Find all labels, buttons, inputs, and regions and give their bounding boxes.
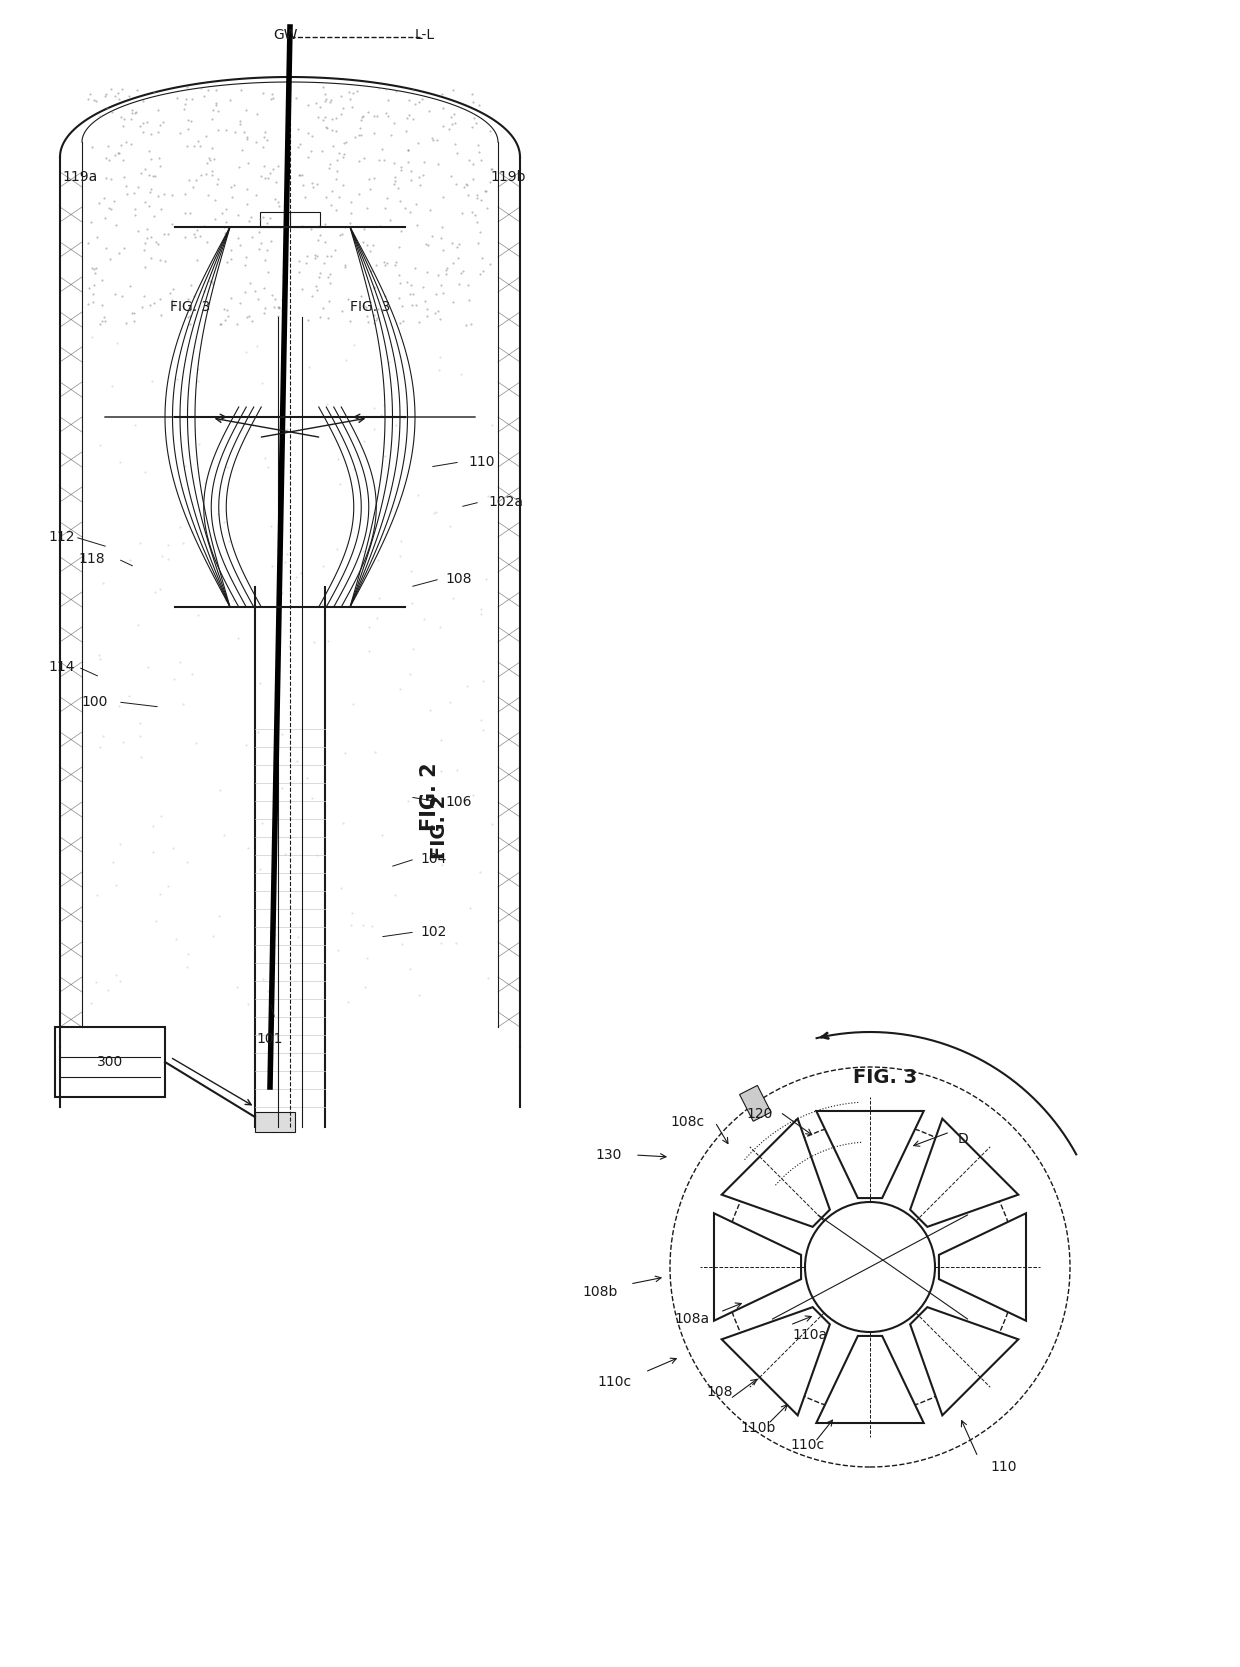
Text: 108: 108 [707, 1385, 733, 1399]
Polygon shape [722, 1307, 830, 1415]
Polygon shape [722, 1119, 830, 1227]
Text: 102: 102 [420, 925, 446, 939]
Text: FIG. 3: FIG. 3 [853, 1067, 918, 1087]
Text: 108a: 108a [675, 1312, 711, 1325]
Polygon shape [910, 1119, 1018, 1227]
Polygon shape [816, 1110, 924, 1199]
Text: 112: 112 [48, 530, 74, 543]
Text: FIG. 3: FIG. 3 [170, 300, 210, 313]
Bar [290, 212, 320, 227]
Text: 110c: 110c [598, 1375, 632, 1389]
Text: 110b: 110b [740, 1420, 776, 1435]
Text: 110: 110 [467, 455, 495, 468]
Text: 120: 120 [746, 1107, 774, 1120]
Text: L-L: L-L [415, 28, 435, 42]
Text: 114: 114 [48, 660, 74, 673]
Text: GW: GW [273, 28, 298, 42]
Bar [260, 212, 290, 227]
Text: 104: 104 [420, 852, 446, 865]
Text: 101: 101 [257, 1032, 283, 1045]
Bar [739, 1085, 771, 1122]
Text: FIG. 3: FIG. 3 [350, 300, 391, 313]
Text: 102a: 102a [489, 495, 523, 508]
Text: 119b: 119b [490, 170, 526, 183]
Bar [55, 1027, 165, 1097]
Polygon shape [714, 1214, 801, 1320]
Polygon shape [910, 1307, 1018, 1415]
Text: 100: 100 [82, 695, 108, 708]
Text: 130: 130 [595, 1149, 622, 1162]
Bar [255, 1112, 295, 1132]
Text: 119a: 119a [63, 170, 98, 183]
Text: D: D [959, 1132, 968, 1145]
Text: 106: 106 [445, 795, 471, 808]
Text: 110c: 110c [791, 1439, 825, 1452]
Text: 300: 300 [97, 1055, 123, 1069]
Text: 108b: 108b [583, 1285, 618, 1299]
Text: FIG. 2: FIG. 2 [430, 795, 449, 859]
Polygon shape [939, 1214, 1025, 1320]
Text: 118: 118 [78, 552, 105, 567]
Polygon shape [816, 1335, 924, 1424]
Text: FIG. 2: FIG. 2 [420, 763, 440, 832]
Text: 108c: 108c [671, 1115, 706, 1129]
Text: 108: 108 [445, 572, 471, 587]
Text: 110a: 110a [792, 1329, 827, 1342]
Text: 110: 110 [990, 1460, 1017, 1474]
